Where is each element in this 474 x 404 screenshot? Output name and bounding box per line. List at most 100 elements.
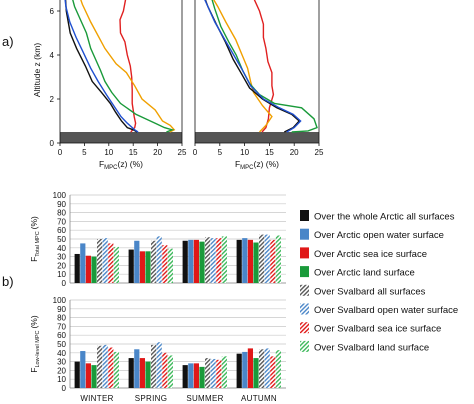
series-line-1 [213, 0, 273, 133]
y-tick-label: 30 [57, 253, 66, 262]
y-axis-label: FTotal MPC (%) [29, 216, 41, 262]
legend: Over the whole Arctic all surfaces Over A… [300, 210, 458, 353]
legend-label: Over Svalbard sea ice surface [314, 324, 441, 335]
y-tick-label: 90 [57, 305, 66, 314]
bar-hatch-red-spring [162, 245, 168, 283]
bar-hatch-blue-autumn [264, 234, 270, 283]
y-tick-label: 0 [62, 279, 67, 288]
x-tick-label: 5 [218, 148, 223, 157]
bar-hatch-green-spring [167, 355, 173, 388]
bar-green-autumn [253, 242, 259, 283]
x-tick-label: 15 [265, 148, 274, 157]
bar-hatch-green-summer [221, 236, 227, 283]
bar-hatch-red-summer [216, 359, 222, 388]
bar-hatch-red-spring [162, 352, 168, 388]
bar-hatch-black-winter [97, 345, 103, 388]
legend-swatch-hatch-red [300, 322, 309, 334]
bar-hatch-red-summer [216, 238, 222, 283]
line-chart-a-right: 0 5 10 15 20 25 FMPC(z) (%) [193, 0, 324, 171]
bar-hatch-blue-spring [156, 342, 162, 388]
bar-green-spring [145, 361, 151, 388]
bar-hatch-green-spring [167, 248, 173, 283]
x-tick-label: 0 [58, 148, 63, 157]
bar-black-spring [128, 249, 134, 283]
y-axis-label-rest: (%) [29, 216, 39, 229]
x-tick-label: 10 [240, 148, 249, 157]
bar-red-summer [193, 239, 199, 283]
surface-band [195, 132, 319, 143]
y-tick-label: 20 [57, 366, 66, 375]
x-axis-label-sub: MPC [104, 165, 118, 171]
x-tick-label: 20 [290, 148, 299, 157]
category-label: SPRING [135, 394, 167, 403]
y-axis-label-main: F [29, 368, 39, 373]
y-axis-label: FLow-level MPC (%) [29, 315, 41, 373]
y-tick-label: 70 [57, 217, 66, 226]
bar-hatch-green-autumn [275, 235, 281, 283]
bar-hatch-green-winter [113, 246, 119, 283]
legend-label: Over Arctic sea ice surface [314, 249, 427, 260]
panel-label-b: b) [2, 274, 14, 289]
bar-hatch-blue-spring [156, 236, 162, 283]
legend-swatch-black [300, 210, 309, 221]
legend-label: Over Svalbard land surface [314, 342, 429, 353]
y-axis-label-rest: (%) [29, 315, 39, 328]
y-tick-label: 40 [57, 349, 66, 358]
bar-green-winter [91, 256, 97, 283]
bar-blue-summer [188, 239, 194, 283]
series-line-4 [204, 0, 302, 133]
legend-swatch-hatch-blue [300, 303, 309, 315]
y-tick-label: 80 [57, 209, 66, 218]
series-line-3 [204, 0, 301, 133]
bar-hatch-green-autumn [275, 350, 281, 388]
y-tick-label: 100 [53, 296, 67, 305]
series-line-1 [80, 0, 176, 133]
bar-hatch-black-spring [151, 240, 157, 283]
bar-blue-spring [134, 240, 140, 283]
y-tick-label: 70 [57, 322, 66, 331]
bar-green-summer [199, 241, 205, 283]
bar-black-spring [128, 358, 134, 388]
bar-hatch-red-autumn [270, 239, 276, 283]
y-axis-label-sub: Low-level MPC [35, 330, 41, 367]
bar-red-winter [85, 363, 91, 388]
bar-red-spring [139, 358, 145, 388]
y-tick-label: 80 [57, 314, 66, 323]
bar-hatch-blue-summer [210, 238, 216, 283]
y-axis-label: Altitude z (km) [32, 43, 42, 97]
x-axis-label-rest: (z) (%) [254, 159, 280, 169]
bar-red-winter [85, 255, 91, 283]
y-tick-label: 0 [50, 139, 55, 148]
bar-hatch-green-winter [113, 351, 119, 388]
y-tick-label: 50 [57, 235, 66, 244]
bar-green-winter [91, 365, 97, 388]
y-tick-label: 100 [53, 191, 67, 200]
bar-hatch-red-winter [108, 347, 114, 388]
bar-hatch-blue-autumn [264, 348, 270, 388]
bar-blue-summer [188, 363, 194, 388]
legend-label: Over Arctic open water surface [314, 230, 444, 241]
series-line-0 [253, 0, 275, 133]
legend-label: Over the whole Arctic all surfaces [314, 212, 455, 223]
y-tick-label: 60 [57, 226, 66, 235]
y-tick-label: 40 [57, 244, 66, 253]
legend-swatch-hatch-black [300, 284, 309, 296]
bar-black-summer [182, 240, 188, 283]
bar-red-spring [139, 251, 145, 283]
x-tick-label: 0 [193, 148, 198, 157]
category-label: SUMMER [186, 394, 223, 403]
bar-green-summer [199, 366, 205, 388]
x-axis-label-sub: MPC [240, 165, 254, 171]
x-tick-label: 15 [129, 148, 138, 157]
bar-hatch-black-summer [205, 358, 211, 388]
series-line-0 [119, 0, 137, 133]
legend-swatch-green [300, 266, 309, 278]
y-tick-label: 20 [57, 261, 66, 270]
bar-red-summer [193, 363, 199, 388]
bar-hatch-black-winter [97, 239, 103, 283]
y-tick-label: 50 [57, 340, 66, 349]
